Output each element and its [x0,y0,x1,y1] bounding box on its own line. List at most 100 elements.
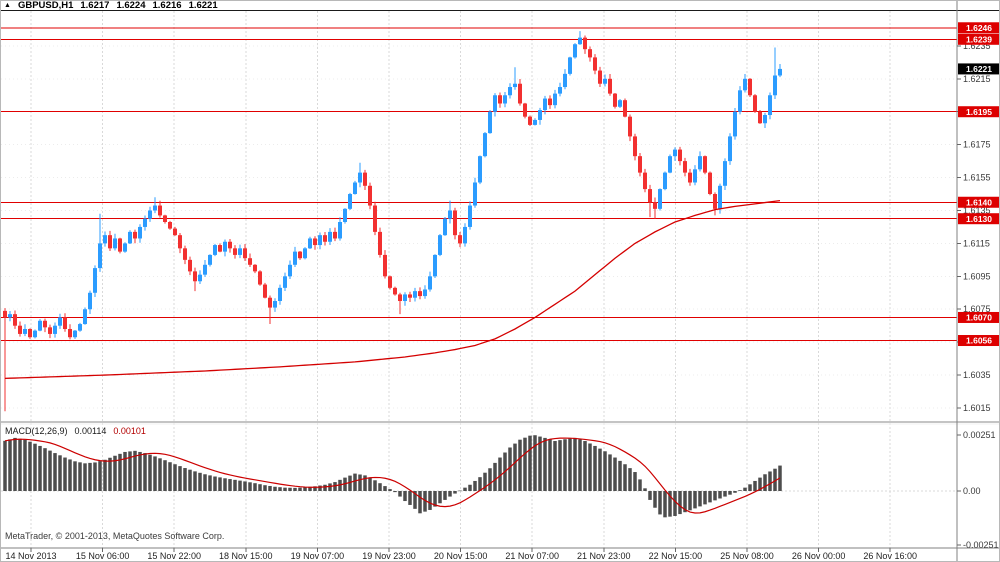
candle-body [113,238,117,249]
macd-bar [433,491,437,507]
candle-body [133,231,137,239]
macd-bar [223,478,227,491]
macd-bar [163,460,167,491]
macd-bar [378,483,382,491]
macd-bar [33,443,37,491]
candle-body [143,218,147,227]
macd-name: MACD(12,26,9) [5,426,68,436]
candle-body [368,185,372,206]
macd-bar [468,484,472,491]
macd-bar [158,458,162,491]
candle-body [623,100,627,117]
macd-bar [518,439,522,491]
candle-body [3,310,7,318]
candle-body [258,271,262,285]
candle-body [563,73,567,88]
macd-bar [773,468,777,491]
macd-bar [428,491,432,510]
macd-bar [168,462,172,491]
candle-body [558,87,562,94]
candle-body [613,93,617,107]
macd-bar [533,435,537,491]
macd-bar [723,491,727,497]
macd-axis[interactable]: 0.00251 0.00 -0.00251 [957,430,999,550]
candle-body [203,264,207,275]
macd-bar [173,464,177,491]
macd-bar [93,462,97,491]
candle-body [288,264,292,277]
price-tick-label: 1.6095 [963,271,991,281]
macd-indicator-label: MACD(12,26,9) 0.00114 0.00101 [5,426,146,436]
candle-body [668,156,672,173]
macd-bar [733,491,737,493]
candle-body [523,103,527,117]
candle-body [88,292,92,310]
candle-body [253,264,257,272]
macd-bar [318,485,322,491]
candle-body [333,231,337,239]
macd-bar [98,461,102,491]
macd-bar [228,479,232,491]
candle-body [443,218,447,236]
macd-bar [358,474,362,491]
macd-value: 0.00114 [74,426,107,436]
macd-signal-line [4,437,781,514]
macd-bar [668,491,672,517]
macd-bar [333,482,337,491]
candle-body [773,75,777,96]
candle-body [278,287,282,302]
candle-body [658,189,662,209]
candle-body [583,37,587,50]
price-tick-label: 1.6215 [963,74,991,84]
candle-body [78,324,82,331]
candle-body [643,172,647,190]
time-axis[interactable]: 14 Nov 2013 15 Nov 06:00 15 Nov 22:00 18 No… [5,548,917,561]
candle-body [343,208,347,223]
candle-body [753,95,757,112]
price-tag-label: 1.6056 [966,336,992,346]
chart-symbol-ohlc-label: ▲ GBPUSD,H1 1.6217 1.6224 1.6216 1.6221 [4,1,218,11]
macd-bar [288,487,292,491]
candle-body [693,169,697,183]
macd-bar [418,491,422,514]
macd-bar [18,438,22,491]
macd-bar [143,453,147,491]
candle-body [503,95,507,104]
candle-body [738,90,742,112]
candle-body [303,248,307,259]
macd-bar [483,472,487,491]
macd-bar [473,480,477,491]
price-tag-label: 1.6070 [966,313,992,323]
macd-bar [493,462,497,491]
candle-body [428,276,432,290]
candle-body [438,235,442,255]
macd-bar [648,491,652,500]
candle-body [138,226,142,239]
macd-bar [748,484,752,491]
candle-body [83,309,87,325]
macd-bar [313,486,317,491]
candle-body [348,194,352,209]
candle-body [233,248,237,255]
macd-bar [608,454,612,491]
candle-body [488,111,492,134]
macd-bar [198,472,202,491]
macd-bar [263,485,267,491]
candle-body [208,254,212,265]
support-resistance-lines [1,27,957,342]
price-tick-label: 1.6015 [963,403,991,413]
macd-bar [53,453,57,491]
macd-bar [713,491,717,501]
macd-bar [58,455,62,491]
candle-body [628,116,632,137]
macd-bar [698,491,702,507]
macd-bar [123,451,127,491]
candle-body [393,287,397,295]
price-tick-label: 1.6235 [963,41,991,51]
candle-body [363,172,367,186]
macd-bar [248,482,252,491]
candle-body [483,133,487,157]
